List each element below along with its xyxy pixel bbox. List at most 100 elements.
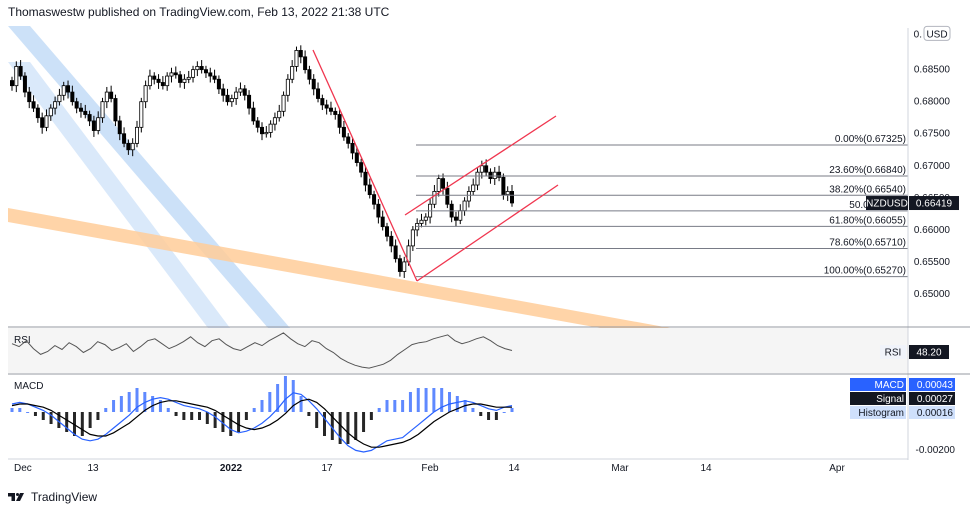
candle — [139, 97, 144, 133]
candle — [316, 82, 321, 103]
candle — [100, 97, 105, 123]
rsi-value: 48.20 — [916, 348, 941, 359]
candle-body — [402, 261, 407, 272]
histogram-bar — [244, 412, 248, 420]
candle-body — [479, 165, 484, 173]
fib-level-label: 100.00%(0.65270) — [824, 266, 906, 277]
channel-upper-line — [404, 115, 557, 216]
histogram-bar — [41, 412, 45, 420]
candle — [397, 254, 402, 277]
candle — [475, 168, 480, 191]
candle — [389, 231, 394, 253]
price-tick-label: 0.66000 — [914, 225, 951, 236]
rsi-value-tag — [909, 345, 949, 359]
histogram-bar — [471, 408, 475, 412]
rsi-pane-bg — [8, 328, 908, 373]
candle — [294, 46, 299, 72]
currency-badge — [923, 25, 951, 41]
last-price-tag — [909, 196, 959, 211]
candle-body — [27, 91, 32, 103]
histogram-bar — [221, 412, 225, 432]
candle-body — [117, 120, 122, 135]
candle — [53, 96, 58, 115]
candle — [251, 101, 256, 125]
candle-body — [277, 110, 282, 119]
candle — [74, 97, 79, 114]
histogram-bar — [479, 412, 483, 416]
candle-body — [441, 178, 446, 189]
candle-body — [186, 76, 191, 80]
candle-body — [445, 187, 450, 205]
candle — [87, 110, 92, 127]
candle-body — [389, 235, 394, 247]
signal-tag-label: Signal — [876, 394, 904, 405]
candle — [229, 94, 234, 107]
histogram-bar — [338, 412, 342, 444]
candle-body — [225, 94, 230, 103]
macd-line — [11, 392, 513, 453]
candle-body — [264, 132, 269, 135]
candle — [83, 104, 88, 119]
candle — [255, 117, 260, 133]
candle — [247, 90, 252, 115]
candle-body — [53, 101, 58, 109]
histogram-bar — [104, 408, 108, 412]
candle-body — [367, 184, 372, 196]
candle-body — [341, 126, 346, 138]
rsi-line — [11, 332, 513, 369]
candle-body — [247, 94, 252, 109]
candle-body — [9, 80, 14, 87]
candle — [147, 69, 152, 90]
rsi-title: RSI — [14, 335, 31, 346]
candle — [48, 104, 53, 121]
rsi-tag-label: RSI — [885, 348, 902, 359]
candle-body — [281, 94, 286, 112]
candle — [18, 60, 23, 80]
candle — [350, 138, 355, 160]
candle-body — [410, 229, 415, 247]
downtrend-line — [312, 49, 418, 282]
fib-level-label: 23.60%(0.66840) — [829, 165, 906, 176]
candle-body — [303, 56, 308, 71]
candle — [441, 173, 446, 195]
candle — [9, 76, 14, 91]
candle — [186, 70, 191, 84]
candle — [195, 61, 200, 77]
candle — [264, 126, 269, 138]
rsi-tag — [880, 345, 906, 359]
histogram-tag-label: Histogram — [858, 408, 904, 419]
histogram-bar — [385, 400, 389, 412]
histogram-bar — [448, 392, 451, 412]
candle — [337, 109, 342, 134]
histogram-bar — [494, 412, 498, 420]
candle-body — [432, 191, 437, 205]
candle-body — [311, 78, 316, 90]
candle-body — [208, 72, 213, 77]
histogram-bar — [252, 408, 256, 412]
histogram-value: 0.00016 — [917, 408, 954, 419]
candle-body — [134, 126, 139, 144]
candle — [199, 60, 204, 74]
candle — [423, 213, 428, 226]
candle-body — [48, 107, 53, 117]
candle — [324, 99, 329, 115]
histogram-bar — [65, 412, 69, 432]
histogram-bar — [151, 396, 155, 412]
histogram-bar — [10, 408, 14, 412]
candle — [466, 186, 471, 208]
rsi-pane: RSI RSI 48.20 — [8, 328, 949, 373]
candle — [402, 256, 407, 278]
candle — [303, 50, 308, 74]
histogram-bar — [369, 412, 373, 420]
candle-body — [462, 200, 467, 212]
signal-tag — [850, 392, 906, 405]
last-price-label: 0.66419 — [916, 199, 953, 210]
candle-body — [354, 152, 359, 163]
time-tick-label: 14 — [508, 463, 520, 474]
candle — [31, 95, 36, 112]
candle — [78, 102, 83, 118]
time-tick-label: Mar — [611, 463, 629, 474]
candle — [328, 101, 333, 116]
candle — [268, 120, 273, 138]
